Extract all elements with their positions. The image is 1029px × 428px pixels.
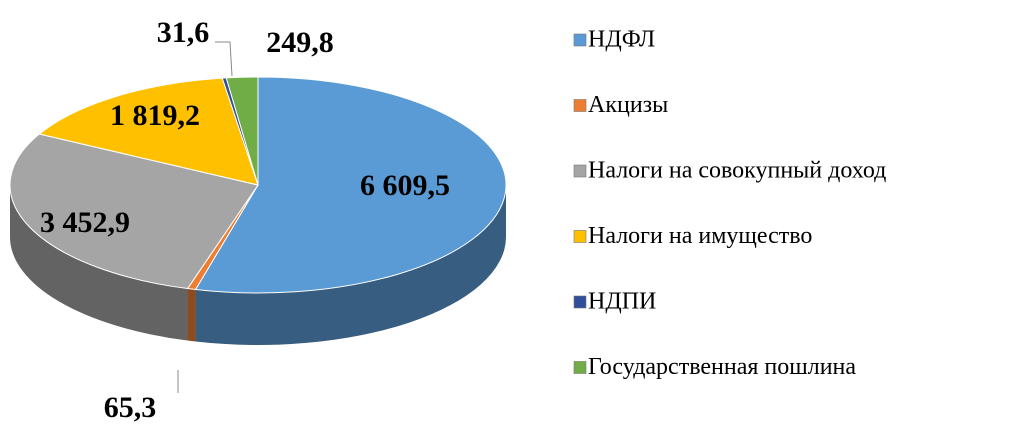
data-label: 65,3 bbox=[104, 391, 157, 424]
legend-label: Государственная пошлина bbox=[588, 354, 856, 380]
leader-line bbox=[215, 41, 233, 77]
slice bbox=[9, 133, 259, 290]
data-label: 249,8 bbox=[266, 26, 334, 59]
legend-label: Налоги на имущество bbox=[588, 223, 812, 249]
slice-side bbox=[10, 185, 188, 341]
data-label: 3 452,9 bbox=[40, 206, 130, 239]
legend-swatch bbox=[573, 164, 587, 178]
legend-label: НДПИ bbox=[588, 289, 656, 315]
data-label: 1 819,2 bbox=[110, 99, 200, 132]
legend-label: Акцизы bbox=[588, 92, 668, 118]
slice bbox=[194, 76, 507, 294]
slice-side bbox=[195, 185, 506, 345]
slice-side bbox=[187, 288, 196, 342]
legend-label: Налоги на совокупный доход bbox=[588, 158, 886, 184]
slice bbox=[38, 77, 259, 186]
legend-swatch bbox=[573, 361, 587, 374]
legend-swatch bbox=[573, 295, 587, 309]
legend-swatch bbox=[573, 230, 587, 243]
data-label: 31,6 bbox=[157, 16, 210, 49]
slice bbox=[225, 76, 259, 186]
legend-label: НДФЛ bbox=[588, 27, 655, 53]
legend-swatch bbox=[573, 33, 587, 47]
legend-swatch bbox=[573, 99, 587, 112]
data-label: 6 609,5 bbox=[360, 169, 450, 202]
